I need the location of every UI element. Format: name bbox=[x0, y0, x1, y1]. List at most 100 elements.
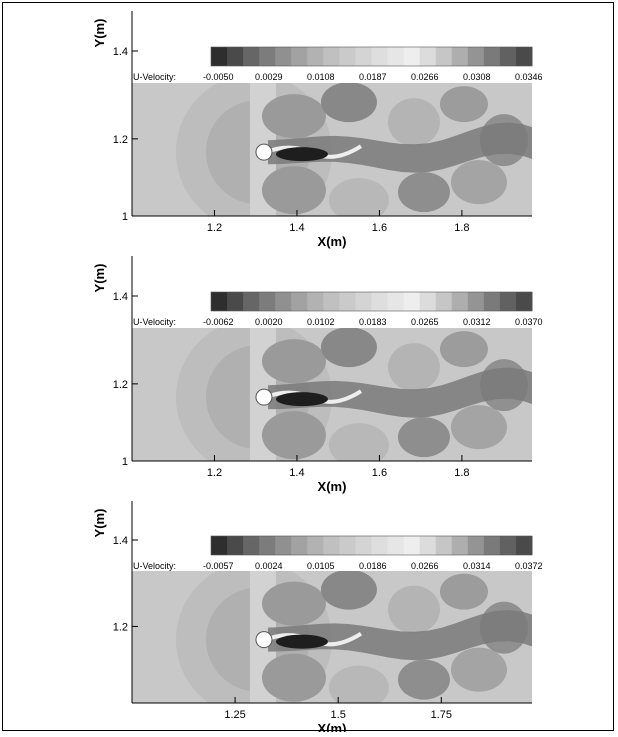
colorbar-tick-label: 0.0186 bbox=[359, 561, 387, 571]
chart-panel-1: U-Velocity: -0.0050 0.0029 0.0108 0.0187 0.02… bbox=[92, 11, 543, 249]
x-tick-label: 1.75 bbox=[431, 709, 452, 721]
colorbar-segment bbox=[211, 47, 228, 66]
colorbar-segment bbox=[387, 47, 405, 66]
contour-field bbox=[132, 328, 532, 461]
colorbar-segment bbox=[419, 536, 437, 555]
colorbar-tick-label: 0.0346 bbox=[515, 72, 543, 82]
y-tick-label: 1.4 bbox=[113, 291, 128, 303]
colorbar-label: U-Velocity: bbox=[133, 561, 176, 571]
colorbar-segment bbox=[355, 536, 372, 555]
wake-band bbox=[267, 122, 532, 173]
vortex-lobe-1 bbox=[261, 94, 326, 139]
colorbar-segment bbox=[339, 47, 356, 66]
colorbar-segment bbox=[243, 536, 260, 555]
x-tick-label: 1.6 bbox=[372, 222, 387, 234]
vortex-lobe-6 bbox=[397, 659, 450, 700]
vortex-lobe-2 bbox=[261, 653, 326, 702]
colorbar-segment bbox=[291, 292, 308, 311]
colorbar-segment bbox=[483, 47, 501, 66]
y-tick-label: 1.4 bbox=[113, 535, 128, 547]
colorbar-segment bbox=[339, 292, 356, 311]
colorbar-segment bbox=[435, 536, 453, 555]
x-tick-label: 1.4 bbox=[289, 222, 304, 234]
colorbar-tick-label: -0.0057 bbox=[203, 561, 234, 571]
colorbar-tick-label: 0.0308 bbox=[463, 72, 491, 82]
colorbar-segment bbox=[211, 292, 228, 311]
contour-field bbox=[132, 83, 532, 216]
colorbar-segment bbox=[515, 292, 533, 311]
colorbar-tick-label: 0.0370 bbox=[515, 317, 543, 327]
x-tick-label: 1.4 bbox=[289, 467, 304, 479]
x-tick-label: 1.25 bbox=[224, 709, 245, 721]
recirculation-core bbox=[275, 147, 328, 162]
colorbar-segment bbox=[419, 47, 437, 66]
chart-panel-2: U-Velocity: -0.0062 0.0020 0.0102 0.0183 0.02… bbox=[92, 256, 543, 494]
vortex-lobe-8 bbox=[450, 647, 507, 692]
colorbar-segment bbox=[451, 47, 469, 66]
colorbar-segment bbox=[371, 47, 389, 66]
x-axis-label: X(m) bbox=[318, 234, 347, 249]
recirculation-core bbox=[275, 392, 328, 407]
y-tick-label: 1 bbox=[122, 211, 128, 223]
colorbar-label: U-Velocity: bbox=[133, 317, 176, 327]
vortex-lobe-7 bbox=[439, 331, 488, 368]
colorbar-segment bbox=[275, 536, 292, 555]
figure-canvas: U-Velocity: -0.0050 0.0029 0.0108 0.0187 0.02… bbox=[92, 11, 543, 736]
colorbar-outline bbox=[210, 535, 533, 556]
colorbar-segment bbox=[499, 292, 517, 311]
colorbar-segment bbox=[467, 536, 485, 555]
colorbar-segment bbox=[371, 536, 389, 555]
colorbar-tick-label: 0.0312 bbox=[463, 317, 491, 327]
colorbar-segment bbox=[323, 292, 340, 311]
y-tick-label: 1.2 bbox=[113, 134, 128, 146]
vortex-lobe-6 bbox=[397, 172, 450, 213]
colorbar-segment bbox=[355, 292, 372, 311]
vortex-lobe-4 bbox=[328, 665, 389, 703]
colorbar-outline bbox=[210, 291, 533, 312]
colorbar-tick-label: 0.0266 bbox=[411, 72, 439, 82]
x-tick-label: 1.8 bbox=[454, 467, 469, 479]
colorbar-segment bbox=[355, 47, 372, 66]
vortex-lobe-7 bbox=[439, 86, 488, 123]
y-axis-label: Y(m) bbox=[92, 19, 107, 48]
vortex-lobe-1 bbox=[261, 581, 326, 626]
chart-panel-3: U-Velocity: -0.0057 0.0024 0.0105 0.0186 0.02… bbox=[92, 501, 543, 736]
colorbar-tick-label: 0.0020 bbox=[255, 317, 283, 327]
vortex-lobe-6 bbox=[397, 417, 450, 458]
contour-field bbox=[132, 571, 532, 703]
vortex-lobe-4 bbox=[328, 178, 389, 216]
x-tick-label: 1.2 bbox=[207, 222, 222, 234]
colorbar-segment bbox=[403, 536, 421, 555]
colorbar-tick-label: 0.0266 bbox=[411, 561, 439, 571]
vortex-lobe-3 bbox=[320, 328, 377, 368]
colorbar-segment bbox=[227, 47, 244, 66]
colorbar-tick-label: 0.0372 bbox=[515, 561, 543, 571]
cylinder bbox=[255, 631, 273, 649]
colorbar-segment bbox=[259, 292, 276, 311]
colorbar-segment bbox=[243, 47, 260, 66]
vortex-lobe-4 bbox=[328, 423, 389, 461]
colorbar-segment bbox=[211, 536, 228, 555]
y-tick-label: 1.2 bbox=[113, 621, 128, 633]
colorbar-segment bbox=[291, 536, 308, 555]
colorbar-tick-label: 0.0314 bbox=[463, 561, 491, 571]
vortex-lobe-2 bbox=[261, 166, 326, 215]
colorbar-segment bbox=[403, 292, 421, 311]
x-axis-label: X(m) bbox=[318, 721, 347, 732]
colorbar-segment bbox=[387, 292, 405, 311]
colorbar-segment bbox=[275, 47, 292, 66]
colorbar-segment bbox=[371, 292, 389, 311]
x-axis-label: X(m) bbox=[318, 479, 347, 494]
colorbar-tick-label: 0.0029 bbox=[255, 72, 283, 82]
vortex-lobe-7 bbox=[439, 573, 488, 610]
vortex-lobe-2 bbox=[261, 411, 326, 460]
vortex-lobe-8 bbox=[450, 405, 507, 450]
colorbar-segment bbox=[291, 47, 308, 66]
recirculation-core bbox=[275, 634, 328, 649]
colorbar-tick-label: 0.0108 bbox=[307, 72, 335, 82]
colorbar-segment bbox=[419, 292, 437, 311]
colorbar-segment bbox=[227, 536, 244, 555]
colorbar-tick-label: 0.0102 bbox=[307, 317, 335, 327]
colorbar-tick-label: -0.0062 bbox=[203, 317, 234, 327]
colorbar-segment bbox=[259, 47, 276, 66]
